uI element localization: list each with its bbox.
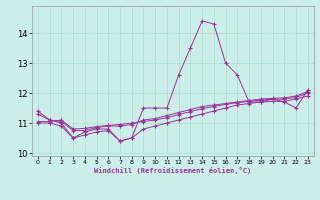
X-axis label: Windchill (Refroidissement éolien,°C): Windchill (Refroidissement éolien,°C) — [94, 167, 252, 174]
